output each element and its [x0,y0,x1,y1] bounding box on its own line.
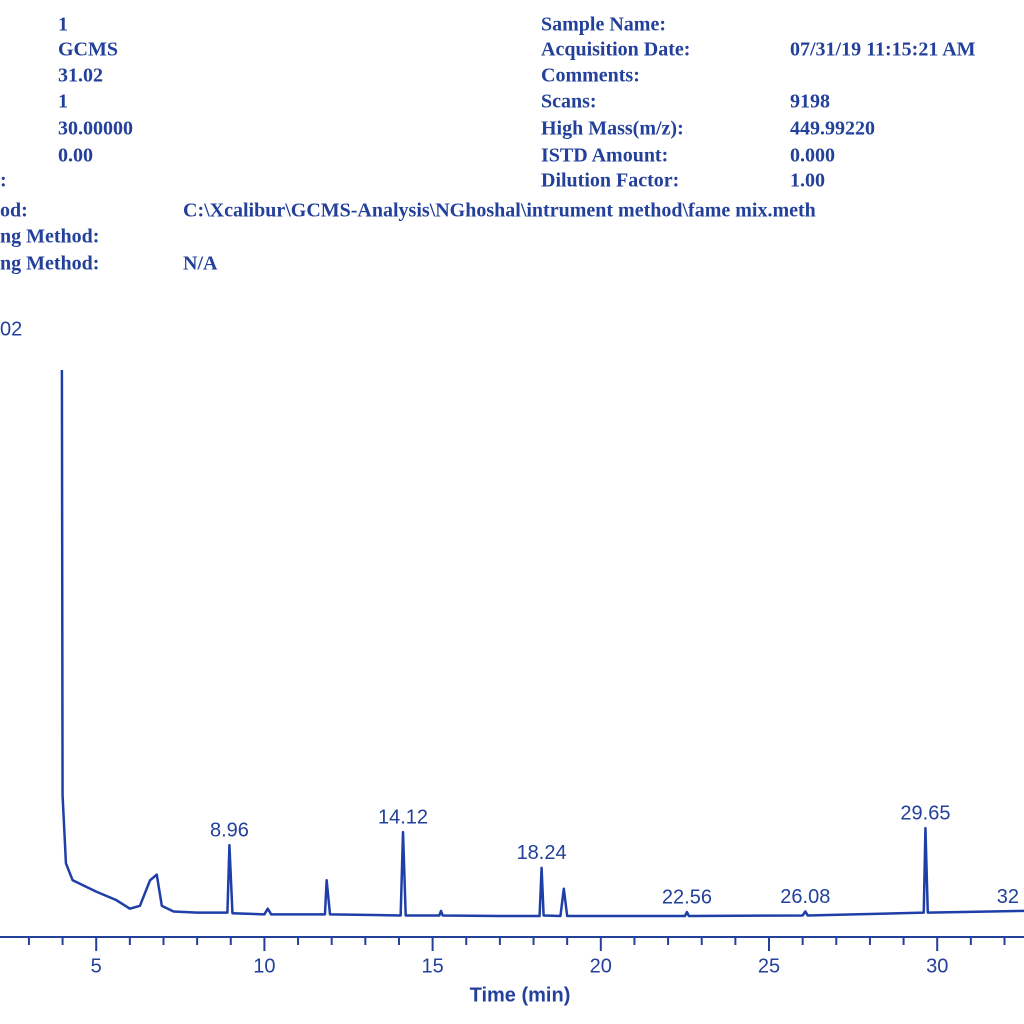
peak-label: 32 [997,886,1019,908]
peak-label: 22.56 [662,886,712,908]
header-value: 1.00 [790,170,825,192]
peak-label: 14.12 [378,806,428,828]
peak-label: 8.96 [210,819,249,841]
peak-label: 29.65 [900,802,950,824]
x-axis-label: Time (min) [470,984,571,1006]
header-value: N/A [183,253,218,275]
header-label: ng Method: [0,253,99,275]
header-value: C:\Xcalibur\GCMS-Analysis\NGhoshal\intru… [183,200,816,222]
header-value: 31.02 [58,65,103,87]
header-label: Comments: [541,65,640,87]
header-value: 9198 [790,91,830,113]
header-value: 1 [58,91,68,113]
header-label: Scans: [541,91,597,113]
header-label: Acquisition Date: [541,39,690,61]
header-value: 449.99220 [790,118,875,140]
header-value: 0.00 [58,145,93,167]
peak-label: 18.24 [517,842,567,864]
header-value: 0.000 [790,145,835,167]
x-tick-label: 15 [421,955,443,977]
header-value: 30.00000 [58,118,133,140]
x-tick-label: 20 [590,955,612,977]
header-value: 07/31/19 11:15:21 AM [790,39,976,61]
header-label: od: [0,200,28,222]
x-tick-label: 25 [758,955,780,977]
header-label: Dilution Factor: [541,170,679,192]
header-label: Sample Name: [541,14,666,36]
header-label: High Mass(m/z): [541,118,684,140]
x-tick-label: 30 [926,955,948,977]
header-value: GCMS [58,39,118,61]
header-value: 1 [58,14,68,36]
header-label: ng Method: [0,226,99,248]
peak-label: 26.08 [780,886,830,908]
header-label: : [0,170,7,192]
x-tick-label: 5 [91,955,102,977]
header-label: ISTD Amount: [541,145,668,167]
range-label: 02 [0,318,22,340]
chromatogram-trace [60,369,1024,918]
x-tick-label: 10 [253,955,275,977]
